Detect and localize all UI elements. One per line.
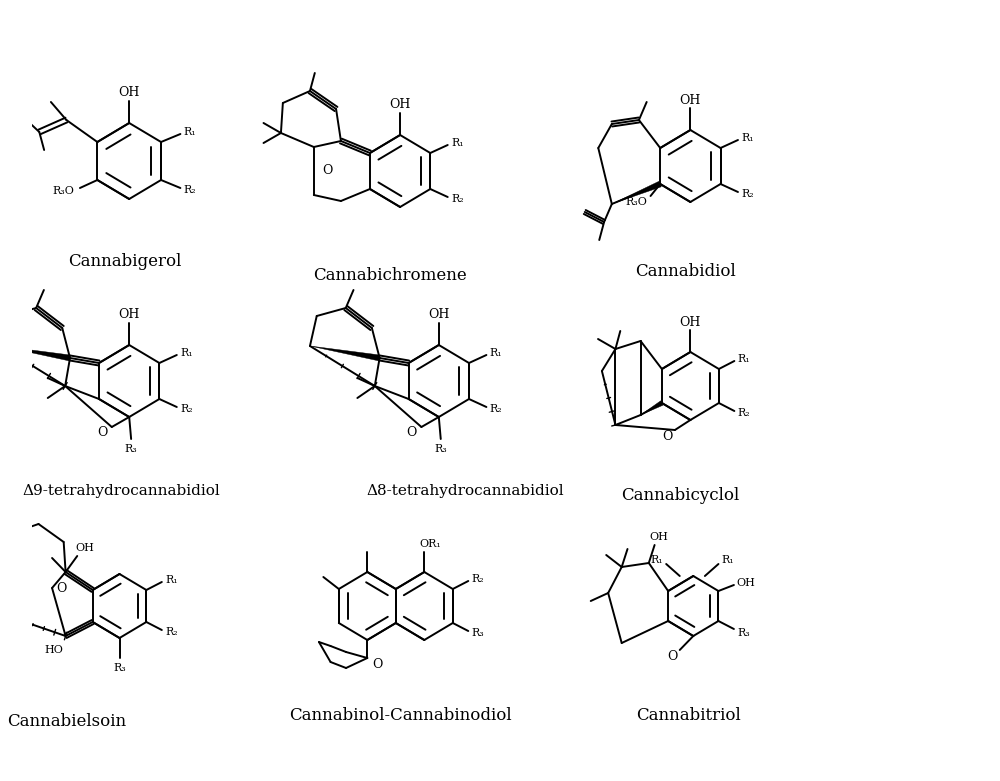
Text: OH: OH xyxy=(680,94,701,106)
Text: OH: OH xyxy=(649,532,668,542)
Text: O: O xyxy=(57,582,67,594)
Text: OH: OH xyxy=(119,308,140,322)
Text: R₃: R₃ xyxy=(737,628,750,638)
Text: O: O xyxy=(662,430,672,443)
Polygon shape xyxy=(310,346,380,361)
Text: OH: OH xyxy=(680,316,701,329)
Text: R₁: R₁ xyxy=(738,354,750,364)
Text: OH: OH xyxy=(736,578,755,588)
Text: R₂: R₂ xyxy=(180,404,193,414)
Text: R₃: R₃ xyxy=(472,628,484,638)
Text: R₂: R₂ xyxy=(184,185,196,195)
Text: R₁: R₁ xyxy=(650,555,663,565)
Text: O: O xyxy=(322,165,333,177)
Text: R₃O: R₃O xyxy=(53,186,74,196)
Text: R₁: R₁ xyxy=(490,348,502,358)
Text: O: O xyxy=(407,426,417,440)
Text: R₂: R₂ xyxy=(165,627,178,637)
Text: O: O xyxy=(372,658,382,671)
Polygon shape xyxy=(0,346,70,361)
Polygon shape xyxy=(641,401,663,415)
Text: R₁: R₁ xyxy=(722,555,734,565)
Text: HO: HO xyxy=(45,645,63,655)
Text: R₁: R₁ xyxy=(180,348,193,358)
Text: OH: OH xyxy=(389,98,411,112)
Text: R₂: R₂ xyxy=(741,189,754,199)
Text: Cannabinol-Cannabinodiol: Cannabinol-Cannabinodiol xyxy=(289,708,511,725)
Text: R₂: R₂ xyxy=(490,404,502,414)
Text: OH: OH xyxy=(76,543,94,553)
Text: O: O xyxy=(97,426,107,440)
Text: R₃: R₃ xyxy=(434,444,447,454)
Text: R₁: R₁ xyxy=(741,133,754,143)
Text: Cannabitriol: Cannabitriol xyxy=(636,708,741,725)
Polygon shape xyxy=(9,534,24,622)
Text: Cannabidiol: Cannabidiol xyxy=(635,262,736,280)
Text: R₂: R₂ xyxy=(472,574,484,584)
Text: OH: OH xyxy=(428,308,450,322)
Text: R₃O: R₃O xyxy=(625,197,647,207)
Text: R₂: R₂ xyxy=(738,408,750,418)
Text: OR₁: OR₁ xyxy=(419,539,441,549)
Text: Cannabielsoin: Cannabielsoin xyxy=(7,712,126,729)
Text: R₁: R₁ xyxy=(184,127,196,137)
Text: OH: OH xyxy=(119,87,140,99)
Text: R₃: R₃ xyxy=(113,663,126,673)
Text: O: O xyxy=(667,650,677,662)
Text: Cannabichromene: Cannabichromene xyxy=(314,268,467,284)
Text: R₁: R₁ xyxy=(165,575,178,585)
Text: Cannabicyclol: Cannabicyclol xyxy=(622,487,740,505)
Text: Cannabigerol: Cannabigerol xyxy=(68,252,181,269)
Text: Δ8-tetrahydrocannabidiol: Δ8-tetrahydrocannabidiol xyxy=(366,484,564,498)
Text: Δ9-tetrahydrocannabidiol: Δ9-tetrahydrocannabidiol xyxy=(23,484,221,498)
Polygon shape xyxy=(612,181,661,204)
Text: R₃: R₃ xyxy=(125,444,138,454)
Text: R₁: R₁ xyxy=(451,138,464,148)
Text: R₂: R₂ xyxy=(451,194,464,204)
